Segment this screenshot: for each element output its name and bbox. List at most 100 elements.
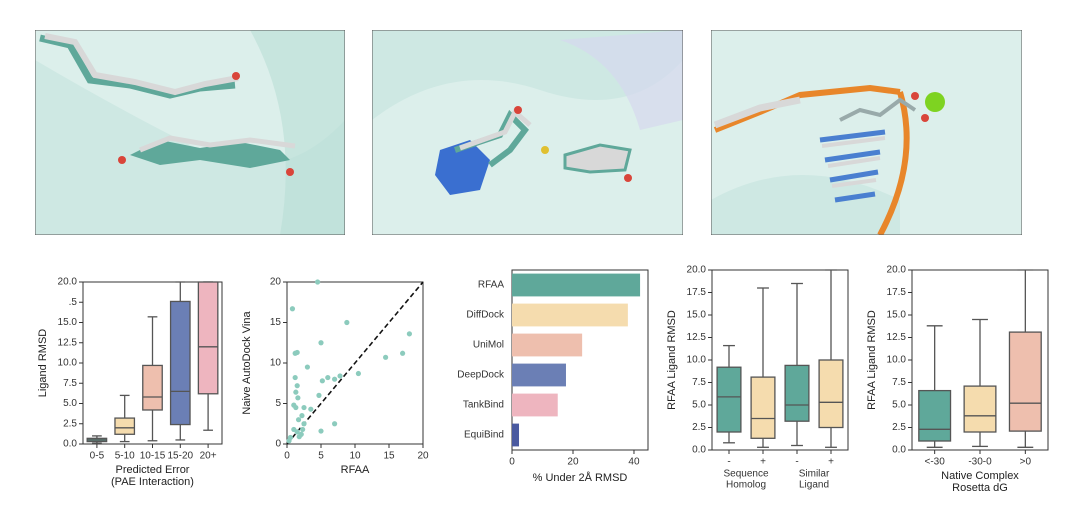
y-tick-label: 5.0 — [63, 398, 77, 409]
scatter-point — [301, 421, 307, 427]
axes-frame — [511, 269, 649, 451]
box — [716, 366, 742, 433]
y-axis-label: Ligand RMSD — [37, 329, 49, 398]
x-tick-label: 5-10 — [115, 451, 135, 462]
scatter-point — [318, 340, 324, 346]
bar — [512, 333, 583, 357]
scatter-point — [355, 370, 361, 377]
scatter-point — [383, 354, 389, 360]
x-tick-label: - — [795, 457, 798, 468]
scatter-point — [316, 392, 322, 398]
y-tick-label: 20.0 — [887, 265, 907, 276]
group-label: Ligand — [799, 480, 829, 491]
scatter-point — [300, 426, 306, 433]
scatter-point — [293, 389, 299, 395]
x-tick-label: 0 — [509, 457, 515, 468]
scatter-point — [294, 429, 300, 435]
scatter-point — [293, 404, 299, 411]
y-tick-label: 17.5 — [887, 287, 907, 298]
y-tick-label: 17.5 — [687, 287, 707, 298]
x-tick-label: + — [760, 457, 766, 468]
y-tick-label: 15.0 — [687, 310, 707, 321]
box — [197, 281, 219, 395]
scatter-point — [406, 331, 412, 337]
group-label: Sequence — [723, 469, 768, 480]
x-tick-label: + — [828, 457, 834, 468]
box — [963, 385, 997, 433]
box — [750, 376, 776, 439]
x-tick-label: 0-5 — [90, 451, 105, 462]
box — [1008, 331, 1042, 432]
y-tick-label: 10.0 — [887, 355, 907, 366]
y-tick-label: 5.0 — [692, 400, 706, 411]
scatter-point — [400, 350, 406, 356]
box — [169, 300, 191, 426]
y-tick-label: 12.5 — [687, 332, 707, 343]
y-tick-label: DiffDock — [466, 310, 505, 321]
box — [114, 417, 136, 435]
box — [142, 364, 163, 411]
y-tick-label: 0.0 — [63, 439, 77, 450]
group-label: Homolog — [726, 480, 766, 491]
group-label: Similar — [799, 469, 830, 480]
bar — [512, 363, 566, 387]
bar — [512, 393, 558, 417]
x-tick-label: >0 — [1020, 457, 1032, 468]
y-tick-label: 15.0 — [58, 317, 78, 328]
y-tick-label: TankBind — [463, 400, 504, 411]
scatter-point — [332, 376, 338, 382]
bar — [512, 273, 641, 297]
y-tick-label: 12.5 — [58, 337, 78, 348]
y-tick-label: 20 — [270, 277, 282, 288]
y-tick-label: RFAA — [478, 280, 504, 291]
scatter-point — [319, 378, 325, 384]
y-tick-label: 15 — [270, 317, 282, 328]
scatter-point — [344, 319, 350, 326]
x-axis-label: (PAE Interaction) — [111, 476, 194, 488]
y-tick-label: 2.5 — [892, 422, 906, 433]
bar — [512, 423, 520, 447]
scatter-point — [315, 279, 321, 285]
x-axis-label: Predicted Error — [116, 464, 190, 476]
y-tick-label: 2.5 — [692, 422, 706, 433]
structure-image-1 — [35, 30, 345, 235]
scatter-point — [337, 373, 343, 379]
y-tick-label: UniMol — [473, 340, 504, 351]
y-tick-label: 7.5 — [692, 377, 706, 388]
box — [818, 359, 844, 429]
scatter-point — [295, 395, 301, 401]
scatter-point — [292, 374, 298, 381]
y-tick-label: 0 — [275, 439, 281, 450]
x-axis-label: % Under 2Å RMSD — [533, 471, 628, 484]
box — [784, 364, 810, 422]
y-tick-label: 0.0 — [692, 445, 706, 456]
y-axis-label: RFAA Ligand RMSD — [866, 310, 878, 410]
scatter-point — [286, 438, 292, 444]
y-tick-label: 10 — [270, 358, 282, 369]
x-tick-label: 20 — [417, 451, 429, 462]
structure-image-3 — [711, 30, 1022, 235]
bar — [512, 303, 628, 327]
y-tick-label: 5 — [275, 398, 281, 409]
diagonal-reference — [286, 281, 424, 445]
x-axis-label: RFAA — [341, 464, 370, 476]
x-axis-label: Rosetta dG — [952, 482, 1008, 494]
x-tick-label: 40 — [628, 457, 640, 468]
scatter-point — [308, 406, 314, 412]
y-tick-label: 12.5 — [887, 332, 907, 343]
y-tick-label: 0.0 — [892, 445, 906, 456]
scatter-point — [304, 364, 310, 370]
x-tick-label: 5 — [318, 451, 324, 462]
x-tick-label: 20+ — [200, 451, 217, 462]
scatter-point — [295, 417, 302, 423]
x-tick-label: 0 — [284, 451, 290, 462]
y-tick-label: 20.0 — [687, 265, 707, 276]
x-tick-label: 15-20 — [168, 451, 194, 462]
y-tick-label: 7.5 — [892, 377, 906, 388]
y-tick-label: DeepDock — [457, 370, 505, 381]
scatter-point — [294, 349, 300, 356]
x-tick-label: 15 — [383, 451, 395, 462]
x-tick-label: 20 — [567, 457, 579, 468]
charts: 0.0 2.5 5.0 7.5 10.0 12.5 15.0 .5 20.0 Ligand RMS… — [37, 265, 1049, 494]
